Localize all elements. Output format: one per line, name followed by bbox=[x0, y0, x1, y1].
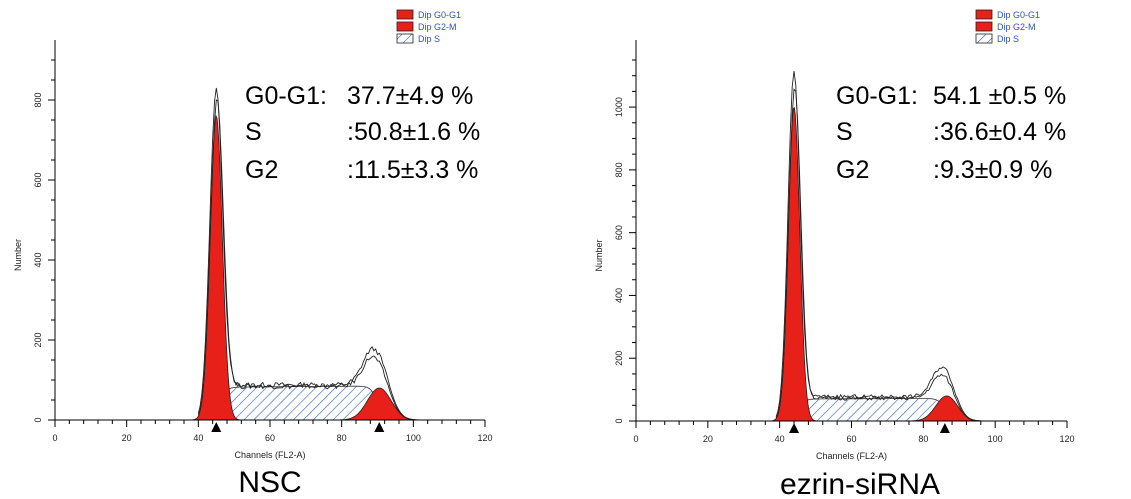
x-axis-title: Channels (FL2-A) bbox=[816, 451, 887, 461]
stat-value: 37.7±4.9 % bbox=[347, 82, 473, 110]
y-tick-label: 200 bbox=[33, 332, 43, 347]
y-tick-label: 0 bbox=[33, 417, 43, 422]
stat-value: :11.5±3.3 % bbox=[347, 156, 478, 184]
legend-label: Dip S bbox=[997, 34, 1019, 44]
peak-marker-triangle bbox=[939, 423, 950, 433]
legend-swatch bbox=[396, 21, 414, 32]
stat-label: S bbox=[245, 118, 262, 146]
stat-value: :9.3±0.9 % bbox=[933, 156, 1052, 184]
x-tick-label: 80 bbox=[918, 434, 928, 444]
y-tick-label: 600 bbox=[33, 172, 43, 187]
panel-title: ezrin-siRNA bbox=[780, 468, 940, 499]
x-tick-label: 20 bbox=[703, 434, 713, 444]
x-tick-label: 100 bbox=[988, 434, 1003, 444]
x-tick-label: 40 bbox=[775, 434, 785, 444]
y-tick-label: 800 bbox=[33, 92, 43, 107]
x-tick-label: 120 bbox=[477, 433, 492, 443]
legend-swatch bbox=[975, 33, 993, 44]
y-axis-title: Number bbox=[594, 239, 604, 271]
x-axis-title: Channels (FL2-A) bbox=[234, 450, 305, 460]
data-histogram-outline bbox=[775, 88, 987, 422]
legend-label: Dip G2-M bbox=[418, 22, 457, 32]
peak-marker-triangle bbox=[211, 422, 222, 432]
stat-value: :50.8±1.6 % bbox=[347, 118, 480, 146]
data-histogram-outline bbox=[197, 99, 419, 421]
x-tick-label: 120 bbox=[1059, 434, 1074, 444]
y-tick-label: 1000 bbox=[614, 97, 624, 117]
ezrin-sirna-histogram-panel: 0 20 40 60 80 100 120 0 200 400 600 800 1000 Channels… bbox=[594, 9, 1075, 499]
legend-swatch bbox=[396, 33, 414, 44]
x-tick-label: 60 bbox=[265, 433, 275, 443]
legend-swatch bbox=[975, 21, 993, 32]
x-tick-label: 0 bbox=[52, 433, 57, 443]
stat-value: :36.6±0.4 % bbox=[933, 118, 1066, 146]
stat-label: G0-G1: bbox=[836, 82, 918, 110]
x-tick-label: 80 bbox=[337, 433, 347, 443]
x-tick-label: 0 bbox=[633, 434, 638, 444]
legend-swatch bbox=[975, 9, 993, 20]
legend-label: Dip S bbox=[418, 34, 440, 44]
panel-title: NSC bbox=[238, 466, 301, 499]
x-tick-label: 20 bbox=[122, 433, 132, 443]
nsc-histogram-panel: 0 20 40 60 80 100 120 0 200 400 600 800 Channels (FL… bbox=[13, 9, 493, 499]
y-tick-label: 400 bbox=[33, 252, 43, 267]
x-tick-label: 100 bbox=[406, 433, 421, 443]
y-tick-label: 200 bbox=[614, 351, 624, 366]
dip-s-area bbox=[208, 385, 389, 421]
x-tick-label: 40 bbox=[193, 433, 203, 443]
x-tick-label: 60 bbox=[846, 434, 856, 444]
y-axis-title: Number bbox=[13, 239, 23, 271]
legend-label: Dip G2-M bbox=[997, 22, 1036, 32]
y-tick-label: 800 bbox=[614, 162, 624, 177]
legend-label: Dip G0-G1 bbox=[997, 10, 1040, 20]
legend: Dip G0-G1 Dip G2-M Dip S bbox=[975, 9, 1040, 44]
stat-label: G0-G1: bbox=[245, 82, 327, 110]
peak-marker-triangle bbox=[789, 423, 800, 433]
stat-label: G2 bbox=[836, 156, 869, 184]
y-tick-label: 0 bbox=[614, 418, 624, 423]
stat-label: S bbox=[836, 118, 853, 146]
stat-value: 54.1 ±0.5 % bbox=[933, 82, 1066, 110]
y-tick-label: 400 bbox=[614, 288, 624, 303]
stat-label: G2 bbox=[245, 156, 278, 184]
y-tick-label: 600 bbox=[614, 225, 624, 240]
legend-label: Dip G0-G1 bbox=[418, 10, 461, 20]
legend-swatch bbox=[396, 9, 414, 20]
dip-g0-g1-peak bbox=[770, 106, 817, 422]
peak-marker-triangle bbox=[374, 422, 385, 432]
legend: Dip G0-G1 Dip G2-M Dip S bbox=[396, 9, 461, 44]
